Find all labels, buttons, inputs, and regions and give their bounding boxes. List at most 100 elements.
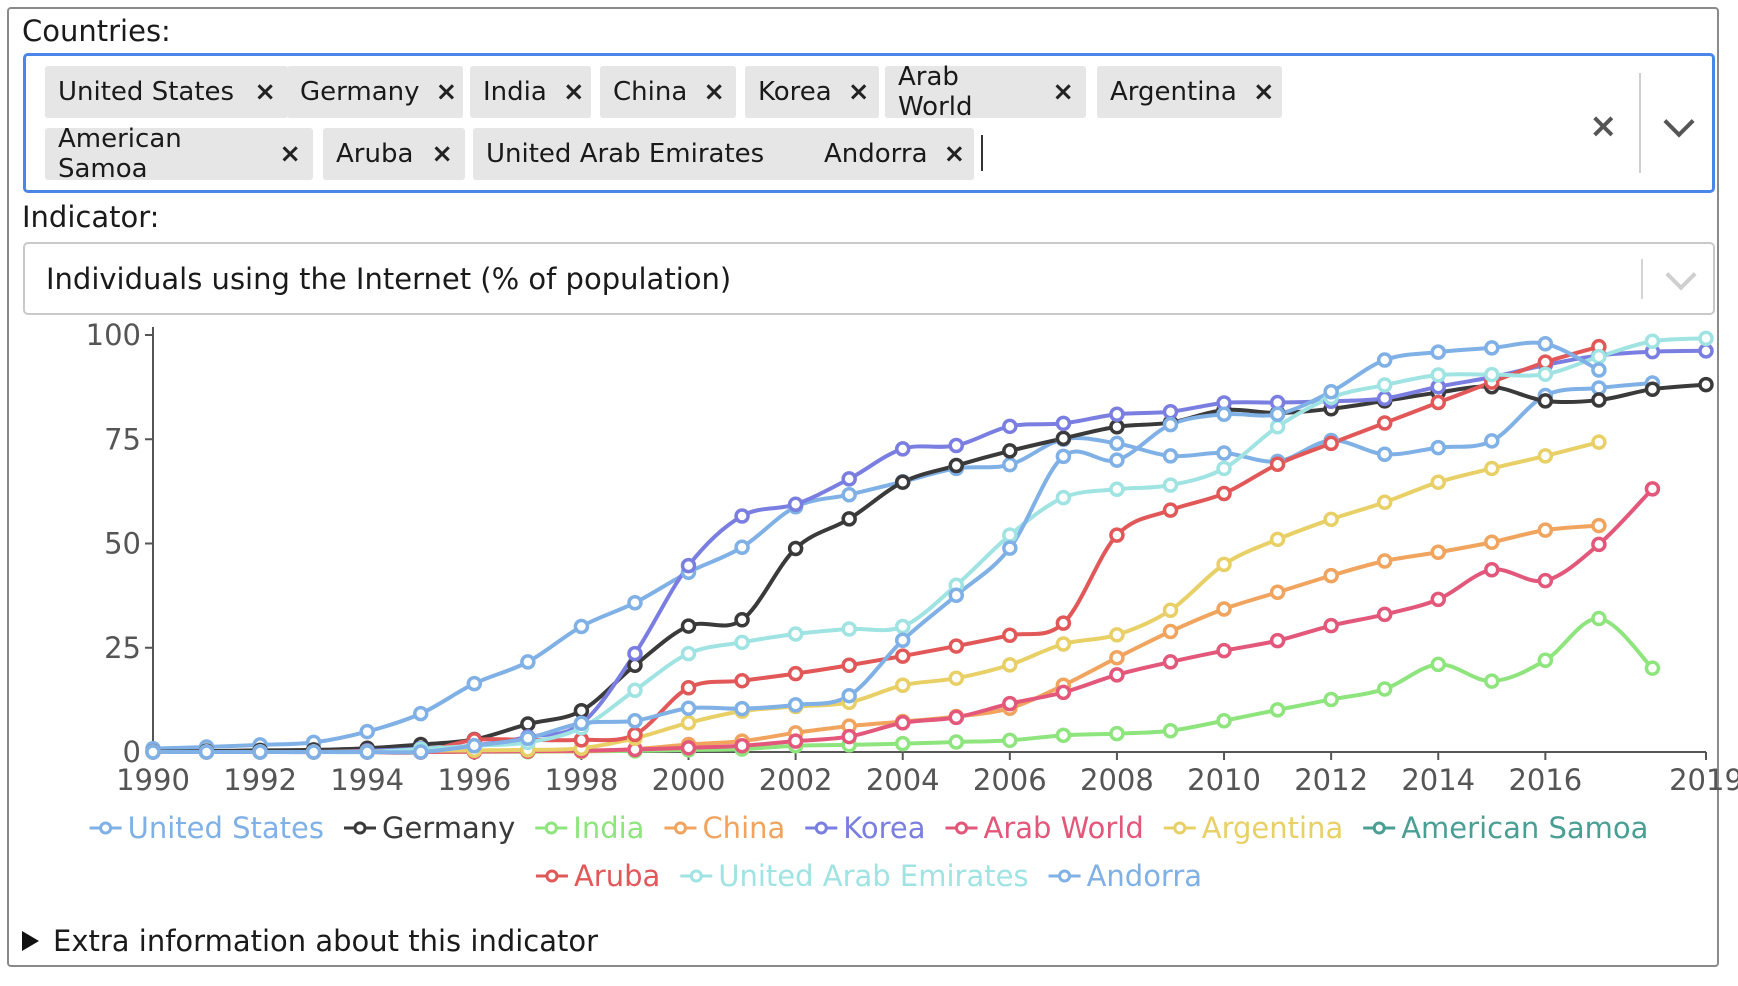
series-line: [152, 382, 1707, 754]
data-point: [1376, 390, 1393, 407]
data-point: [787, 665, 804, 682]
remove-tag-icon[interactable]: ×: [1252, 77, 1275, 107]
data-point: [1216, 406, 1232, 422]
data-point: [680, 715, 697, 731]
data-point: [841, 657, 857, 674]
data-point: [680, 680, 697, 696]
data-point: [1162, 654, 1179, 670]
data-point: [1002, 732, 1018, 749]
data-point: [1376, 415, 1393, 431]
data-point: [1216, 556, 1232, 573]
data-point: [1591, 348, 1607, 365]
data-point: [894, 441, 911, 457]
data-point: [573, 715, 590, 731]
extra-info-toggle[interactable]: Extra information about this indicator: [22, 924, 598, 958]
data-point: [627, 726, 643, 743]
data-point: [1484, 673, 1500, 689]
countries-multiselect[interactable]: [23, 53, 1715, 193]
legend-entry: Korea: [843, 811, 925, 845]
remove-tag-icon[interactable]: ×: [1052, 77, 1074, 107]
data-point: [841, 486, 857, 503]
remove-tag-icon[interactable]: ×: [435, 77, 458, 107]
data-point: [1269, 531, 1286, 548]
data-point: [1109, 406, 1125, 422]
data-point: [359, 723, 375, 740]
country-tag-label: Aruba: [336, 139, 414, 169]
data-point: [1162, 477, 1179, 493]
x-tick-label: 2014: [1401, 763, 1475, 797]
remove-tag-icon[interactable]: ×: [703, 77, 726, 107]
y-tick-label: 0: [123, 735, 141, 769]
data-point: [1216, 460, 1232, 477]
data-point: [894, 648, 911, 664]
country-tag: United Arab Emirates×: [473, 128, 846, 180]
clear-all-icon[interactable]: ×: [1589, 106, 1618, 146]
data-point: [1162, 448, 1179, 464]
data-point: [1002, 540, 1018, 556]
x-tick-label: 1990: [116, 763, 190, 797]
data-point: [1002, 627, 1018, 643]
series-line: [153, 340, 1600, 755]
data-point: [1055, 489, 1072, 506]
data-point: [734, 508, 750, 524]
data-point: [1216, 712, 1232, 729]
data-point: [1484, 460, 1500, 477]
y-tick-label: 25: [104, 631, 141, 665]
data-point: [894, 677, 911, 694]
data-point: [734, 700, 750, 717]
legend-entry: Argentina: [1202, 811, 1343, 845]
data-point: [787, 496, 804, 513]
legend-symbol-point: [954, 821, 968, 835]
data-point: [573, 702, 590, 719]
data-point: [1055, 415, 1072, 432]
data-point: [1591, 610, 1607, 627]
remove-tag-icon[interactable]: ×: [847, 77, 870, 107]
extra-info-label: Extra information about this indicator: [53, 924, 599, 958]
data-point: [1109, 667, 1125, 683]
data-point: [734, 737, 750, 754]
data-point: [573, 732, 590, 748]
x-tick-label: 1996: [437, 763, 511, 797]
data-point: [1002, 443, 1018, 459]
data-point: [1216, 485, 1232, 502]
data-point: [627, 645, 643, 662]
remove-tag-icon[interactable]: ×: [279, 139, 301, 169]
y-tick-label: 100: [86, 318, 141, 352]
legend-symbol-point: [689, 869, 703, 883]
data-point: [627, 682, 643, 699]
remove-tag-icon[interactable]: ×: [562, 77, 585, 107]
country-tag-label: Korea: [758, 77, 832, 107]
country-tag-label: China: [613, 77, 688, 107]
country-tag: Andorra ×: [811, 128, 974, 180]
data-point: [1323, 567, 1339, 584]
data-point: [1484, 534, 1500, 550]
data-point: [1591, 392, 1607, 408]
data-point: [1537, 522, 1554, 538]
series-line: [152, 380, 1653, 751]
remove-tag-icon[interactable]: ×: [943, 139, 966, 169]
country-tag-label: Andorra: [824, 139, 928, 169]
data-point: [1430, 344, 1446, 360]
indicator-select[interactable]: Individuals using the Internet (% of pop…: [23, 242, 1715, 315]
legend-symbol-point: [814, 821, 828, 835]
data-point: [948, 638, 965, 654]
data-point: [1698, 330, 1714, 347]
data-point: [466, 675, 483, 692]
data-point: [1269, 418, 1286, 435]
data-point: [1055, 727, 1072, 744]
data-point: [680, 557, 697, 574]
data-point: [1537, 354, 1554, 370]
data-point: [1644, 333, 1661, 350]
data-point: [359, 744, 375, 760]
data-point: [680, 700, 697, 716]
data-point: [1269, 456, 1286, 473]
data-point: [627, 712, 643, 729]
data-point: [198, 744, 215, 760]
data-point: [1162, 623, 1179, 640]
data-point: [1484, 433, 1500, 449]
data-point: [1376, 377, 1393, 393]
data-point: [1537, 652, 1554, 669]
remove-tag-icon[interactable]: ×: [254, 77, 276, 107]
remove-tag-icon[interactable]: ×: [431, 139, 453, 169]
